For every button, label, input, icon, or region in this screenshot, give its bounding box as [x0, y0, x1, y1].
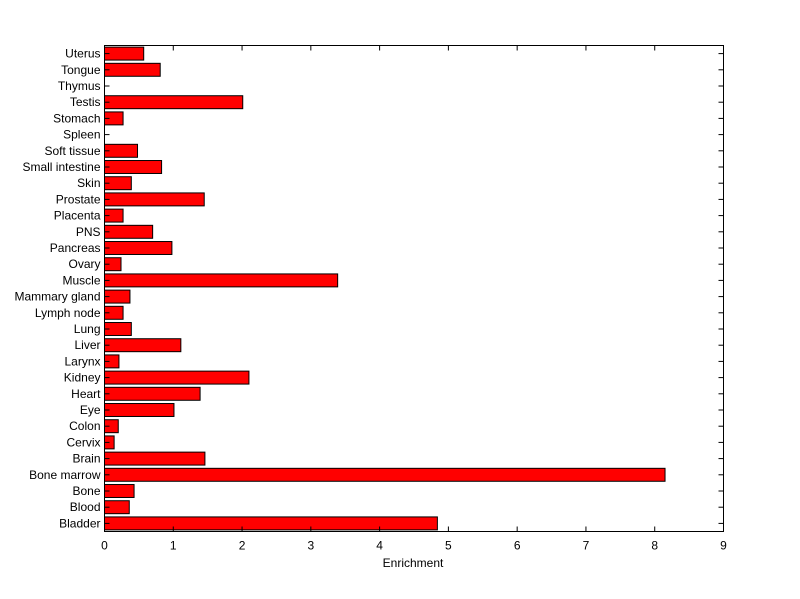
x-tick-label-7: 7: [583, 539, 590, 553]
category-label-brain: Brain: [72, 452, 100, 466]
x-tick-label-8: 8: [651, 539, 658, 553]
x-axis-title: Enrichment: [383, 556, 444, 570]
bar-brain: [104, 451, 206, 466]
category-label-testis: Testis: [70, 95, 101, 109]
x-tick-label-6: 6: [514, 539, 521, 553]
bar-bladder: [104, 516, 438, 531]
category-label-pancreas: Pancreas: [50, 241, 101, 255]
bar-uterus: [104, 46, 145, 61]
category-label-spleen: Spleen: [63, 128, 100, 142]
bar-muscle: [104, 273, 339, 288]
bars-layer: [104, 46, 666, 531]
category-label-eye: Eye: [80, 403, 101, 417]
category-label-lymph-node: Lymph node: [35, 306, 101, 320]
category-label-thymus: Thymus: [58, 79, 101, 93]
category-label-colon: Colon: [69, 419, 100, 433]
category-label-liver: Liver: [74, 338, 100, 352]
category-label-tongue: Tongue: [61, 63, 101, 77]
category-label-skin: Skin: [77, 176, 100, 190]
bar-heart: [104, 386, 201, 401]
category-label-heart: Heart: [71, 387, 101, 401]
x-tick-label-2: 2: [239, 539, 246, 553]
category-label-pns: PNS: [76, 225, 101, 239]
bar-prostate: [104, 192, 205, 207]
x-tick-label-1: 1: [170, 539, 177, 553]
bar-bone-marrow: [104, 467, 666, 482]
bar-testis: [104, 95, 244, 110]
x-tick-label-0: 0: [101, 539, 108, 553]
category-label-stomach: Stomach: [53, 111, 100, 125]
x-tick-label-5: 5: [445, 539, 452, 553]
x-tick-label-3: 3: [307, 539, 314, 553]
bar-eye: [104, 403, 175, 417]
category-label-mammary-gland: Mammary gland: [14, 290, 100, 304]
category-label-bone-marrow: Bone marrow: [29, 468, 101, 482]
category-label-soft-tissue: Soft tissue: [44, 144, 100, 158]
ticks-layer: [104, 45, 724, 532]
category-label-bone: Bone: [72, 484, 100, 498]
category-label-prostate: Prostate: [56, 192, 101, 206]
x-tick-label-9: 9: [720, 539, 727, 553]
category-label-kidney: Kidney: [64, 371, 101, 385]
category-label-uterus: Uterus: [65, 47, 100, 61]
bar-pns: [104, 224, 154, 239]
x-tick-labels: 0 1 2 3 4 5 6 7 8 9: [101, 539, 727, 553]
category-label-ovary: Ovary: [68, 257, 100, 271]
bar-liver: [104, 338, 182, 353]
x-tick-label-4: 4: [376, 539, 383, 553]
plot-area-frame: [104, 45, 724, 532]
category-label-lung: Lung: [74, 322, 101, 336]
category-labels: Uterus Tongue Thymus Testis Stomach Spleen Sof…: [14, 47, 101, 531]
category-label-muscle: Muscle: [62, 273, 100, 287]
category-label-bladder: Bladder: [59, 516, 100, 530]
category-label-placenta: Placenta: [54, 209, 101, 223]
bar-pancreas: [104, 241, 173, 255]
bar-kidney: [104, 370, 250, 385]
category-label-blood: Blood: [70, 500, 101, 514]
category-label-larynx: Larynx: [64, 354, 100, 368]
bar-small-intestine: [104, 160, 163, 174]
bar-tongue: [104, 62, 161, 77]
category-label-small-intestine: Small intestine: [22, 160, 100, 174]
category-label-cervix: Cervix: [66, 435, 100, 449]
